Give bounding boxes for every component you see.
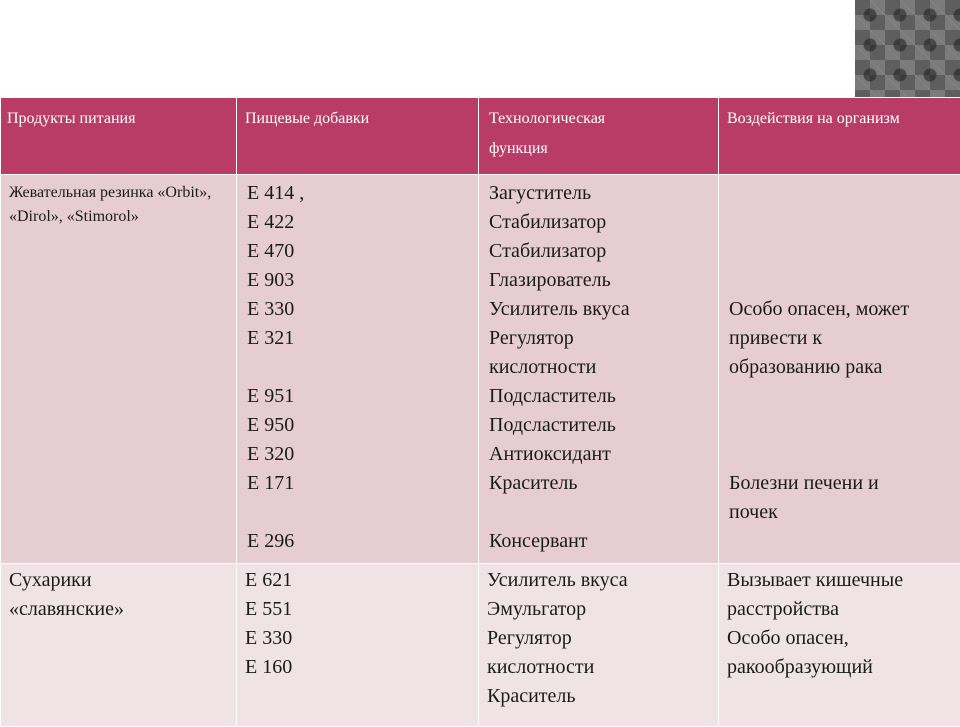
additive-code: Е 321	[247, 324, 470, 353]
header-additives: Пищевые добавки	[237, 98, 479, 175]
effect-text: ракообразующий	[727, 653, 952, 682]
effect-text: Особо опасен, может	[729, 295, 952, 324]
additive-code: Е 171	[247, 469, 470, 498]
functions-list: Загуститель Стабилизатор Стабилизатор Гл…	[479, 175, 718, 556]
additive-code: Е 330	[245, 624, 470, 653]
cell-effects: Особо опасен, может привести к образован…	[719, 175, 960, 564]
effect-text: расстройства	[727, 595, 952, 624]
decorative-pattern	[855, 0, 960, 97]
product-name-line: Сухарики	[9, 566, 228, 595]
header-effects: Воздействия на организм	[719, 98, 960, 175]
header-function: Технологическая функция	[479, 98, 719, 175]
cell-functions: Загуститель Стабилизатор Стабилизатор Гл…	[479, 175, 719, 564]
product-name: Сухарики «славянские»	[1, 564, 236, 624]
cell-effects: Вызывает кишечные расстройства Особо опа…	[719, 564, 960, 727]
table-row: Жевательная резинка «Orbit», «Dirol», «S…	[1, 175, 960, 564]
cell-additives: Е 621 Е 551 Е 330 Е 160	[237, 564, 479, 727]
function-name: кислотности	[489, 353, 710, 382]
effects-list: Вызывает кишечные расстройства Особо опа…	[719, 564, 960, 682]
function-name: Усилитель вкуса	[487, 566, 710, 595]
additive-code: Е 296	[247, 527, 470, 556]
function-name: Регулятор	[487, 624, 710, 653]
additive-code: Е 422	[247, 208, 470, 237]
additive-code: Е 414 ,	[247, 179, 470, 208]
function-name: Подсластитель	[489, 382, 710, 411]
additive-code: Е 330	[247, 295, 470, 324]
effect-text: образованию рака	[729, 353, 952, 382]
product-name: Жевательная резинка «Orbit», «Dirol», «S…	[1, 175, 236, 229]
effect-text: почек	[729, 498, 952, 527]
additive-code: Е 951	[247, 382, 470, 411]
cell-functions: Усилитель вкуса Эмульгатор Регулятор кис…	[479, 564, 719, 727]
additive-code: Е 470	[247, 237, 470, 266]
function-name: Усилитель вкуса	[489, 295, 710, 324]
function-name: Стабилизатор	[489, 208, 710, 237]
function-name: Краситель	[487, 682, 710, 711]
function-name: Краситель	[489, 469, 710, 498]
effect-text: привести к	[729, 324, 952, 353]
function-name: кислотности	[487, 653, 710, 682]
additive-code: Е 160	[245, 653, 470, 682]
header-products: Продукты питания	[1, 98, 237, 175]
table-header-row: Продукты питания Пищевые добавки Техноло…	[1, 98, 960, 175]
function-name: Подсластитель	[489, 411, 710, 440]
additive-code: Е 320	[247, 440, 470, 469]
additives-list: Е 621 Е 551 Е 330 Е 160	[237, 564, 478, 682]
function-name: Консервант	[489, 527, 710, 556]
function-name: Загуститель	[489, 179, 710, 208]
product-name-line: «славянские»	[9, 595, 228, 624]
function-name: Глазирователь	[489, 266, 710, 295]
effect-text: Болезни печени и	[729, 469, 952, 498]
effects-list: Особо опасен, может привести к образован…	[719, 175, 960, 527]
additive-code: Е 950	[247, 411, 470, 440]
additives-list: Е 414 , Е 422 Е 470 Е 903 Е 330 Е 321 Е …	[237, 175, 478, 556]
cell-product: Жевательная резинка «Orbit», «Dirol», «S…	[1, 175, 237, 564]
effect-text: Вызывает кишечные	[727, 566, 952, 595]
table-row: Сухарики «славянские» Е 621 Е 551 Е 330 …	[1, 564, 960, 727]
additive-code: Е 903	[247, 266, 470, 295]
function-name: Эмульгатор	[487, 595, 710, 624]
functions-list: Усилитель вкуса Эмульгатор Регулятор кис…	[479, 564, 718, 711]
cell-product: Сухарики «славянские»	[1, 564, 237, 727]
effect-text: Особо опасен,	[727, 624, 952, 653]
function-name: Антиоксидант	[489, 440, 710, 469]
food-additives-table: Продукты питания Пищевые добавки Техноло…	[0, 97, 960, 727]
function-name: Регулятор	[489, 324, 710, 353]
additive-code: Е 551	[245, 595, 470, 624]
additive-code: Е 621	[245, 566, 470, 595]
cell-additives: Е 414 , Е 422 Е 470 Е 903 Е 330 Е 321 Е …	[237, 175, 479, 564]
function-name: Стабилизатор	[489, 237, 710, 266]
